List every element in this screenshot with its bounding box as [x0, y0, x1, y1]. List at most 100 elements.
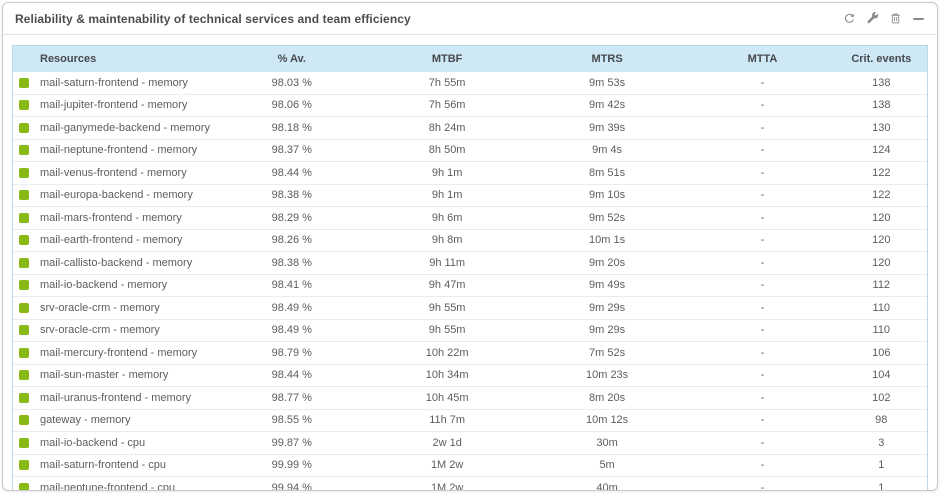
wrench-icon[interactable]	[865, 12, 879, 26]
mtrs-cell: 9m 29s	[524, 319, 690, 342]
availability-cell: 98.06 %	[214, 94, 370, 117]
status-ok-icon	[19, 122, 29, 133]
resource-cell: mail-saturn-frontend - cpu	[13, 454, 215, 477]
mtta-cell: -	[689, 386, 836, 410]
resource-name[interactable]: mail-io-backend - cpu	[40, 436, 146, 449]
resource-name[interactable]: mail-mercury-frontend - memory	[40, 346, 198, 359]
resource-cell: mail-earth-frontend - memory	[13, 229, 215, 252]
mtrs-cell: 9m 4s	[524, 139, 690, 162]
mtta-cell: -	[689, 431, 836, 455]
status-ok-icon	[19, 325, 29, 336]
resource-name[interactable]: mail-sun-master - memory	[40, 369, 169, 382]
status-ok-icon	[19, 370, 29, 381]
minimize-icon[interactable]	[911, 12, 925, 26]
column-header-resources[interactable]: Resources	[13, 46, 215, 72]
resource-name[interactable]: mail-mars-frontend - memory	[40, 211, 182, 224]
resource-cell: gateway - memory	[13, 409, 215, 432]
resource-name[interactable]: mail-neptune-frontend - memory	[40, 144, 198, 157]
table-row: mail-callisto-backend - memory 98.38 % 9h …	[13, 251, 927, 275]
crit-events-cell: 110	[835, 319, 927, 342]
mtrs-cell: 7m 52s	[524, 341, 690, 365]
resource-name[interactable]: mail-neptune-frontend - cpu	[40, 481, 176, 491]
mtrs-cell: 30m	[524, 431, 690, 455]
availability-cell: 98.26 %	[214, 229, 370, 252]
resource-cell: mail-mars-frontend - memory	[13, 206, 215, 230]
mtbf-cell: 9h 11m	[369, 251, 525, 275]
resource-name[interactable]: mail-io-backend - memory	[40, 279, 168, 292]
mtta-cell: -	[689, 454, 836, 477]
mtrs-cell: 9m 29s	[524, 296, 690, 320]
resource-name[interactable]: mail-ganymede-backend - memory	[40, 121, 210, 134]
column-header-mtrs[interactable]: MTRS	[524, 46, 690, 72]
mtbf-cell: 10h 34m	[369, 364, 525, 387]
resource-cell: mail-venus-frontend - memory	[13, 161, 215, 185]
availability-cell: 98.41 %	[214, 274, 370, 297]
table-row: mail-io-backend - memory 98.41 % 9h 47m 9m …	[13, 274, 927, 297]
mtrs-cell: 5m	[524, 454, 690, 477]
table-row: mail-saturn-frontend - cpu 99.99 % 1M 2w 5m…	[13, 454, 927, 477]
crit-events-cell: 1	[835, 454, 927, 477]
mtrs-cell: 9m 53s	[524, 72, 690, 95]
table-row: gateway - memory 98.55 % 11h 7m 10m 12s -98	[13, 409, 927, 432]
status-ok-icon	[19, 280, 29, 291]
resource-cell: mail-sun-master - memory	[13, 364, 215, 387]
resource-cell: mail-jupiter-frontend - memory	[13, 94, 215, 117]
resource-cell: mail-saturn-frontend - memory	[13, 72, 215, 95]
mtta-cell: -	[689, 296, 836, 320]
mtbf-cell: 9h 1m	[369, 184, 525, 207]
mtrs-cell: 9m 20s	[524, 251, 690, 275]
column-header-mtta[interactable]: MTTA	[689, 46, 836, 72]
column-header-mtbf[interactable]: MTBF	[369, 46, 525, 72]
status-ok-icon	[19, 460, 29, 471]
mtbf-cell: 10h 45m	[369, 386, 525, 410]
availability-cell: 98.38 %	[214, 184, 370, 207]
mtta-cell: -	[689, 341, 836, 365]
table-row: mail-venus-frontend - memory 98.44 % 9h 1m…	[13, 161, 927, 185]
column-header-crit-events[interactable]: Crit. events	[835, 46, 927, 72]
mtta-cell: -	[689, 161, 836, 185]
column-header-av[interactable]: % Av.	[214, 46, 370, 72]
resource-name[interactable]: mail-jupiter-frontend - memory	[40, 99, 188, 112]
resource-name[interactable]: srv-oracle-crm - memory	[40, 324, 160, 337]
status-ok-icon	[19, 392, 29, 403]
resource-name[interactable]: mail-callisto-backend - memory	[40, 256, 193, 269]
resource-name[interactable]: gateway - memory	[40, 414, 131, 427]
widget-header: Reliability & maintenability of technica…	[3, 3, 937, 35]
trash-icon[interactable]	[888, 12, 902, 26]
resource-name[interactable]: mail-saturn-frontend - cpu	[40, 459, 166, 472]
mtta-cell: -	[689, 139, 836, 162]
mtbf-cell: 7h 56m	[369, 94, 525, 117]
reliability-table-wrap: Resources% Av. MTBF MTRS MTTA Crit. events m…	[12, 45, 928, 491]
widget-title: Reliability & maintenability of technica…	[15, 11, 411, 26]
availability-cell: 99.87 %	[214, 431, 370, 455]
mtrs-cell: 9m 39s	[524, 116, 690, 140]
minus-bar	[912, 17, 924, 20]
availability-cell: 98.49 %	[214, 296, 370, 320]
refresh-icon[interactable]	[842, 12, 856, 26]
crit-events-cell: 130	[835, 116, 927, 140]
mtbf-cell: 11h 7m	[369, 409, 525, 432]
crit-events-cell: 106	[835, 341, 927, 365]
resource-name[interactable]: mail-earth-frontend - memory	[40, 234, 183, 247]
table-row: mail-ganymede-backend - memory 98.18 % 8h …	[13, 116, 927, 140]
mtrs-cell: 40m	[524, 476, 690, 490]
resource-name[interactable]: mail-saturn-frontend - memory	[40, 76, 188, 89]
mtbf-cell: 9h 55m	[369, 319, 525, 342]
crit-events-cell: 138	[835, 72, 927, 95]
mtta-cell: -	[689, 94, 836, 117]
resource-name[interactable]: mail-uranus-frontend - memory	[40, 391, 191, 404]
mtta-cell: -	[689, 229, 836, 252]
crit-events-cell: 138	[835, 94, 927, 117]
resource-cell: mail-mercury-frontend - memory	[13, 341, 215, 365]
table-row: mail-mercury-frontend - memory 98.79 % 10h…	[13, 341, 927, 365]
resource-name[interactable]: srv-oracle-crm - memory	[40, 301, 160, 314]
status-ok-icon	[19, 302, 29, 313]
resource-name[interactable]: mail-venus-frontend - memory	[40, 166, 187, 179]
availability-cell: 98.77 %	[214, 386, 370, 410]
table-header-row: Resources% Av. MTBF MTRS MTTA Crit. events	[13, 46, 927, 72]
resource-name[interactable]: mail-europa-backend - memory	[40, 189, 193, 202]
status-ok-icon	[19, 100, 29, 111]
mtbf-cell: 8h 50m	[369, 139, 525, 162]
resource-cell: mail-neptune-frontend - memory	[13, 139, 215, 162]
